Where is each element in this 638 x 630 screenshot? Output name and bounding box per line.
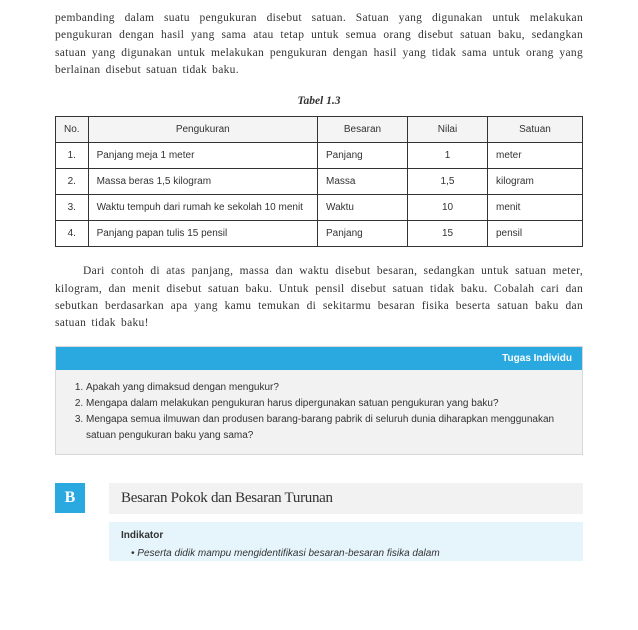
cell-pengukuran: Massa beras 1,5 kilogram bbox=[88, 169, 317, 195]
tugas-individu-box: Tugas Individu Apakah yang dimaksud deng… bbox=[55, 346, 583, 455]
table-row: 2. Massa beras 1,5 kilogram Massa 1,5 ki… bbox=[56, 169, 583, 195]
tugas-item: Apakah yang dimaksud dengan mengukur? bbox=[86, 380, 568, 396]
cell-pengukuran: Panjang meja 1 meter bbox=[88, 143, 317, 169]
section-title: Besaran Pokok dan Besaran Turunan bbox=[121, 490, 333, 506]
cell-satuan: menit bbox=[488, 195, 583, 221]
cell-nilai: 1 bbox=[408, 143, 488, 169]
cell-no: 3. bbox=[56, 195, 89, 221]
tugas-header: Tugas Individu bbox=[56, 347, 582, 370]
cell-no: 4. bbox=[56, 221, 89, 247]
col-satuan: Satuan bbox=[488, 117, 583, 143]
indikator-box: Indikator Peserta didik mampu mengidenti… bbox=[109, 522, 583, 561]
table-header-row: No. Pengukuran Besaran Nilai Satuan bbox=[56, 117, 583, 143]
col-pengukuran: Pengukuran bbox=[88, 117, 317, 143]
cell-pengukuran: Panjang papan tulis 15 pensil bbox=[88, 221, 317, 247]
section-heading: B Besaran Pokok dan Besaran Turunan bbox=[55, 483, 583, 514]
cell-pengukuran: Waktu tempuh dari rumah ke sekolah 10 me… bbox=[88, 195, 317, 221]
cell-satuan: meter bbox=[488, 143, 583, 169]
tugas-item: Mengapa dalam melakukan pengukuran harus… bbox=[86, 396, 568, 412]
table-row: 4. Panjang papan tulis 15 pensil Panjang… bbox=[56, 221, 583, 247]
cell-nilai: 1,5 bbox=[408, 169, 488, 195]
indikator-bullet: Peserta didik mampu mengidentifikasi bes… bbox=[131, 546, 571, 561]
cell-satuan: pensil bbox=[488, 221, 583, 247]
cell-besaran: Panjang bbox=[318, 143, 408, 169]
cell-besaran: Panjang bbox=[318, 221, 408, 247]
section-badge: B bbox=[55, 483, 85, 513]
tugas-item: Mengapa semua ilmuwan dan produsen baran… bbox=[86, 412, 568, 444]
col-besaran: Besaran bbox=[318, 117, 408, 143]
col-nilai: Nilai bbox=[408, 117, 488, 143]
table-row: 3. Waktu tempuh dari rumah ke sekolah 10… bbox=[56, 195, 583, 221]
data-table: No. Pengukuran Besaran Nilai Satuan 1. P… bbox=[55, 116, 583, 247]
intro-paragraph: pembanding dalam suatu pengukuran disebu… bbox=[55, 10, 583, 79]
indikator-title: Indikator bbox=[121, 528, 571, 543]
cell-satuan: kilogram bbox=[488, 169, 583, 195]
section-title-wrap: Besaran Pokok dan Besaran Turunan bbox=[109, 483, 583, 514]
body-paragraph: Dari contoh di atas panjang, massa dan w… bbox=[55, 263, 583, 332]
cell-besaran: Waktu bbox=[318, 195, 408, 221]
cell-nilai: 10 bbox=[408, 195, 488, 221]
cell-besaran: Massa bbox=[318, 169, 408, 195]
col-no: No. bbox=[56, 117, 89, 143]
cell-no: 1. bbox=[56, 143, 89, 169]
tugas-body: Apakah yang dimaksud dengan mengukur? Me… bbox=[56, 370, 582, 454]
cell-no: 2. bbox=[56, 169, 89, 195]
table-row: 1. Panjang meja 1 meter Panjang 1 meter bbox=[56, 143, 583, 169]
table-caption: Tabel 1.3 bbox=[55, 93, 583, 110]
cell-nilai: 15 bbox=[408, 221, 488, 247]
